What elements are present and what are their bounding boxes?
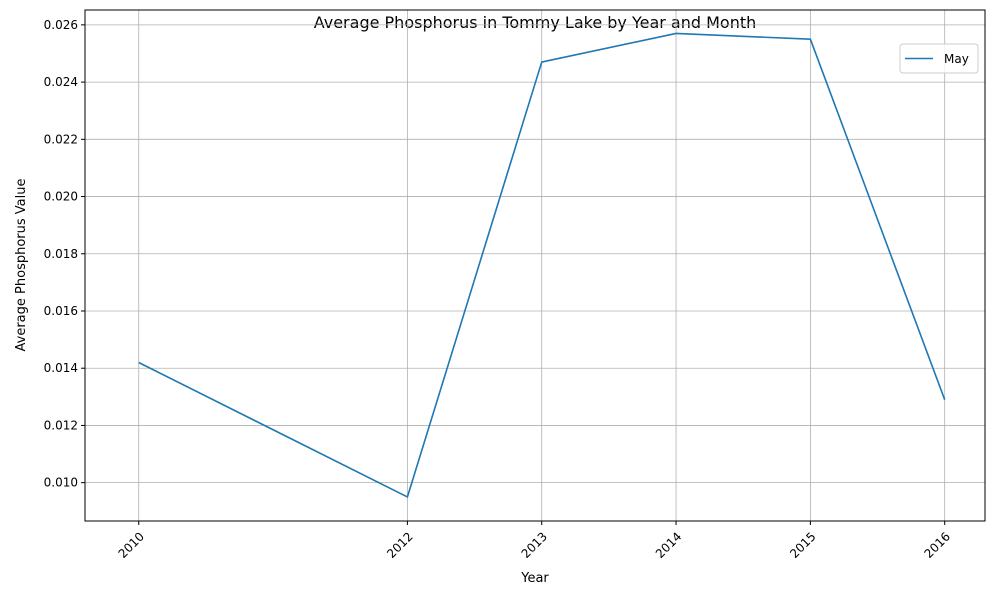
series-line-may	[138, 32, 946, 498]
y-tick-label: 0.022	[44, 132, 78, 146]
plot-frame	[84, 9, 986, 522]
y-axis-ticks: 0.010 0.012 0.014 0.016 0.018 0.020 0.022 0.024…	[44, 18, 85, 490]
y-tick-label: 0.018	[44, 247, 78, 261]
legend-label: May	[944, 52, 969, 66]
y-tick-label: 0.012	[44, 418, 78, 432]
series-layer	[138, 32, 946, 498]
legend-box	[899, 43, 979, 74]
chart-title: Average Phosphorus in Tommy Lake by Year…	[314, 13, 757, 32]
y-tick-label: 0.016	[44, 304, 78, 318]
y-tick-label: 0.014	[44, 361, 78, 375]
y-tick-label: 0.026	[44, 18, 78, 32]
y-tick-label: 0.024	[44, 75, 78, 89]
y-axis-label: Average Phosphorus Value	[14, 179, 29, 352]
y-tick-label: 0.020	[44, 190, 78, 204]
y-tick-label: 0.010	[44, 476, 78, 490]
x-axis-label: Year	[520, 571, 549, 586]
legend: May	[899, 43, 979, 74]
